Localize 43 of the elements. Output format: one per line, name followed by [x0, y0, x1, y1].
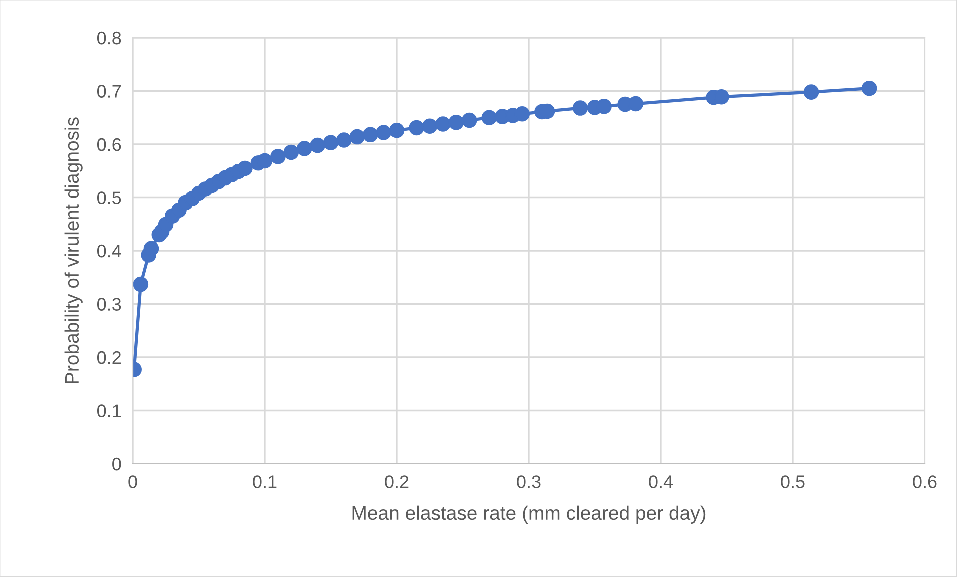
y-tick-label: 0.4	[97, 244, 122, 258]
point	[596, 99, 612, 114]
y-tick-label: 0.8	[97, 32, 122, 45]
point	[323, 135, 339, 151]
point	[144, 241, 160, 257]
point	[436, 116, 451, 132]
y-tick-label: 0.1	[97, 404, 122, 418]
x-tick-label: 0.5	[781, 476, 805, 488]
point	[238, 160, 253, 176]
point	[270, 149, 286, 164]
y-tick-label: 0.2	[97, 351, 121, 364]
point	[462, 112, 478, 128]
x-tick-label: 0.2	[385, 476, 409, 488]
y-axis-title: Probability of virulent diagnosis	[64, 118, 83, 384]
y-tick-label: 0.7	[97, 85, 121, 98]
x-tick-label: 0	[128, 476, 138, 488]
y-tick-label: 0.3	[97, 298, 122, 311]
point	[133, 276, 149, 292]
y-tick-label: 0	[112, 458, 122, 471]
x-tick-label: 0.1	[253, 476, 277, 488]
point	[422, 118, 438, 134]
x-tick-label: 0.4	[649, 476, 674, 488]
point	[350, 129, 366, 145]
x-tick-label: 0.3	[517, 476, 541, 488]
y-tick-label: 0.5	[97, 192, 122, 204]
point	[362, 127, 378, 143]
point	[448, 115, 464, 130]
x-axis-title: Mean elastase rate (mm cleared per day)	[352, 506, 706, 524]
point	[409, 120, 424, 136]
point	[628, 96, 644, 112]
point	[310, 138, 326, 154]
point	[572, 100, 588, 116]
point	[482, 110, 498, 126]
point	[804, 84, 820, 100]
point	[296, 141, 312, 156]
point	[862, 80, 878, 96]
point	[284, 144, 300, 160]
point	[376, 125, 392, 140]
y-tick-label: 0.6	[97, 138, 122, 152]
point	[336, 132, 352, 148]
point	[514, 106, 530, 122]
point	[389, 123, 405, 138]
x-tick-label: 0.6	[913, 476, 937, 488]
